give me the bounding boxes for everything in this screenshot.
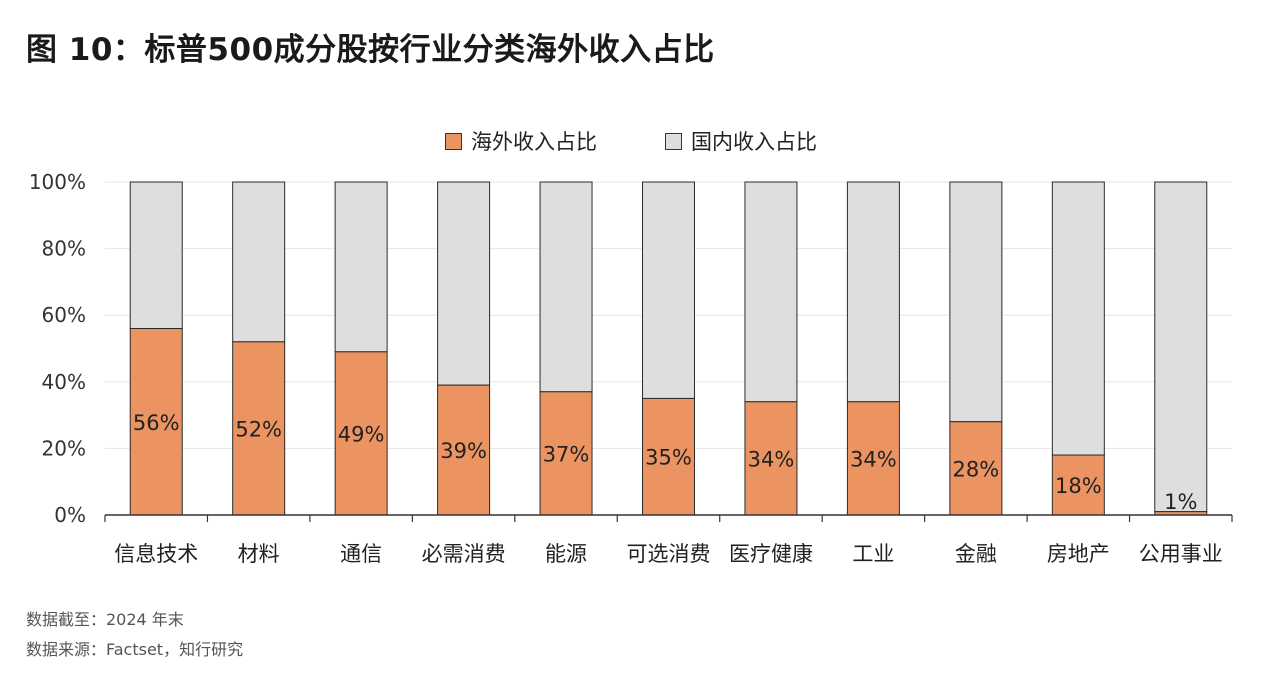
x-tick-label: 必需消费 [422,542,506,566]
bar-overseas [334,351,388,516]
legend-item-overseas: 海外收入占比 [445,126,597,156]
data-label: 34% [748,447,795,471]
legend: 海外收入占比 国内收入占比 [0,126,1280,154]
legend-label-overseas: 海外收入占比 [471,130,597,154]
bar-domestic [539,181,593,393]
bar-domestic [437,181,491,386]
x-tick-label: 可选消费 [627,542,711,566]
x-tick-label: 能源 [545,542,587,566]
x-tick-label: 公用事业 [1139,542,1223,566]
x-tick-label: 通信 [340,542,382,566]
data-label: 39% [440,439,487,463]
y-tick-label: 60% [42,303,86,327]
bar-overseas [1051,454,1105,516]
bar-domestic [334,181,388,353]
stacked-bar-chart: 0% 20% 40% 60% 80% 100% 56% 信息技术 52% 材料 49% 通信 39% 必需… [29,170,1233,566]
bar-domestic [744,181,798,403]
data-label: 28% [953,457,1000,481]
bar-domestic [949,181,1003,423]
bar-overseas [846,401,900,516]
x-tick-label: 材料 [238,542,280,566]
data-label: 1% [1164,490,1197,514]
bar-overseas [437,384,491,516]
bar-overseas [949,421,1003,516]
y-tick-label: 100% [29,170,86,194]
x-tick-label: 金融 [955,542,997,566]
data-label: 49% [338,422,385,446]
data-label: 18% [1055,474,1102,498]
bar-domestic [846,181,900,403]
legend-swatch-domestic [665,132,682,150]
bar-domestic [1051,181,1105,456]
data-label: 35% [645,446,692,470]
data-label: 34% [850,447,897,471]
legend-swatch-overseas [445,132,462,150]
data-label: 56% [133,411,180,435]
bar-overseas [539,391,593,516]
bar-overseas [744,401,798,516]
y-tick-label: 20% [42,436,86,460]
bar-domestic [642,181,695,399]
x-tick-label: 信息技术 [114,542,198,566]
y-tick-label: 40% [42,370,86,394]
legend-item-domestic: 国内收入占比 [665,126,817,156]
y-tick-label: 0% [54,503,86,527]
bar-overseas [129,328,183,516]
footnote-source: 数据来源：Factset，知行研究 [26,640,244,659]
footnote-date: 数据截至：2024 年末 [26,610,184,629]
bar-overseas [232,341,286,516]
bar-domestic [1154,181,1208,513]
bar-domestic [129,181,183,330]
data-label: 37% [543,442,590,466]
y-tick-label: 80% [42,237,86,261]
x-tick-label: 房地产 [1047,542,1110,566]
x-tick-label: 医疗健康 [729,542,813,566]
x-tick-label: 工业 [852,542,894,566]
data-label: 52% [235,417,282,441]
chart-title: 图 10：标普500成分股按行业分类海外收入占比 [26,32,715,68]
bar-domestic [232,181,286,343]
legend-label-domestic: 国内收入占比 [691,130,817,154]
